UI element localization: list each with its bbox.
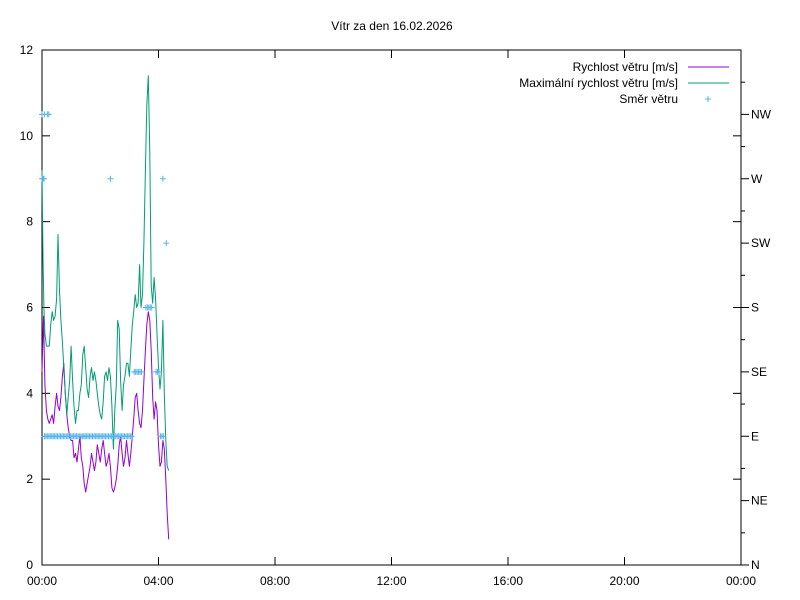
y-axis-right: N NE E SE S SW W NW bbox=[741, 81, 772, 572]
direction-point bbox=[148, 304, 155, 311]
direction-point bbox=[163, 240, 170, 247]
direction-point bbox=[159, 175, 166, 182]
y2-tick-label: SW bbox=[751, 236, 771, 250]
x-tick-label: 00:00 bbox=[27, 574, 57, 588]
series-line bbox=[41, 311, 170, 540]
direction-point bbox=[40, 175, 47, 182]
y-tick-label: 12 bbox=[20, 43, 34, 57]
x-axis: 00:00 04:00 08:00 12:00 16:00 20:00 00:00 bbox=[27, 50, 756, 588]
y2-tick-label: W bbox=[751, 172, 763, 186]
x-tick-label: 04:00 bbox=[143, 574, 173, 588]
direction-point bbox=[138, 368, 145, 375]
y-tick-label: 6 bbox=[26, 301, 33, 315]
y-axis-left: 0 2 4 6 8 10 12 bbox=[20, 43, 741, 572]
y2-tick-label: S bbox=[751, 301, 759, 315]
y2-tick-label: N bbox=[751, 558, 760, 572]
series-line bbox=[41, 75, 170, 471]
x-tick-label: 12:00 bbox=[376, 574, 406, 588]
legend-swatch bbox=[705, 96, 711, 102]
y2-tick-label: NE bbox=[751, 494, 768, 508]
direction-point bbox=[45, 111, 52, 118]
x-tick-label: 08:00 bbox=[260, 574, 290, 588]
y-tick-label: 2 bbox=[26, 472, 33, 486]
y-tick-label: 4 bbox=[26, 386, 33, 400]
series-layer bbox=[39, 75, 170, 540]
y-tick-label: 8 bbox=[26, 215, 33, 229]
y2-tick-label: E bbox=[751, 429, 759, 443]
direction-point bbox=[155, 368, 162, 375]
y2-tick-label: NW bbox=[751, 107, 772, 121]
y-tick-label: 10 bbox=[20, 129, 34, 143]
x-tick-label: 16:00 bbox=[493, 574, 523, 588]
direction-point bbox=[160, 433, 167, 440]
direction-point bbox=[128, 433, 135, 440]
x-tick-label: 00:00 bbox=[726, 574, 756, 588]
y2-tick-label: SE bbox=[751, 365, 767, 379]
x-tick-label: 20:00 bbox=[609, 574, 639, 588]
legend-label: Maximální rychlost větru [m/s] bbox=[519, 76, 678, 90]
legend: Rychlost větru [m/s] Maximální rychlost v… bbox=[519, 60, 729, 106]
direction-point bbox=[107, 175, 114, 182]
chart-title: Vítr za den 16.02.2026 bbox=[331, 19, 453, 33]
legend-label: Rychlost větru [m/s] bbox=[573, 60, 678, 74]
legend-label: Směr větru bbox=[619, 92, 678, 106]
y-tick-label: 0 bbox=[26, 558, 33, 572]
